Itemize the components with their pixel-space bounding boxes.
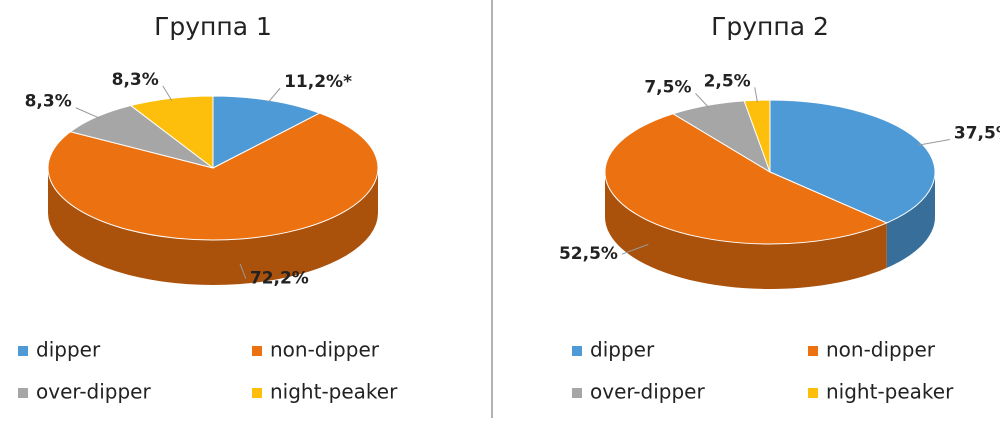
legend-label: night-peaker — [826, 380, 954, 404]
value-label: 72,2% — [250, 269, 309, 289]
leader-line — [162, 85, 173, 101]
legend-label: non-dipper — [270, 338, 380, 362]
legend-label: over-dipper — [36, 380, 151, 404]
legend-label: dipper — [36, 338, 101, 362]
leader-line — [917, 138, 950, 146]
legend-swatch — [572, 388, 582, 398]
chart-title: Группа 1 — [154, 12, 272, 41]
slice-side — [48, 168, 378, 285]
slice — [604, 113, 888, 245]
value-label: 37,5% — [954, 123, 1000, 143]
leader-line — [267, 87, 281, 103]
value-label: 11,2%* — [284, 72, 352, 92]
legend-label: over-dipper — [590, 380, 705, 404]
value-label: 52,5% — [559, 244, 618, 264]
value-label: 2,5% — [704, 71, 751, 91]
leader-line — [239, 263, 247, 279]
value-label: 8,3% — [112, 70, 159, 90]
leader-line — [754, 87, 758, 103]
legend-swatch — [252, 346, 262, 356]
slice — [47, 112, 379, 241]
legend-label: night-peaker — [270, 380, 398, 404]
leader-line — [75, 107, 101, 119]
leader-line — [695, 93, 710, 108]
legend-swatch — [18, 388, 28, 398]
legend-label: non-dipper — [826, 338, 936, 362]
leader-line — [621, 243, 649, 255]
slice-side — [886, 172, 935, 268]
value-label: 8,3% — [25, 92, 72, 112]
legend-swatch — [808, 388, 818, 398]
legend-swatch — [808, 346, 818, 356]
chart-title: Группа 2 — [711, 12, 829, 41]
legend-swatch — [572, 346, 582, 356]
value-label: 7,5% — [644, 78, 691, 98]
legend-label: dipper — [590, 338, 655, 362]
legend-swatch — [18, 346, 28, 356]
slice-side — [605, 172, 887, 289]
legend-swatch — [252, 388, 262, 398]
